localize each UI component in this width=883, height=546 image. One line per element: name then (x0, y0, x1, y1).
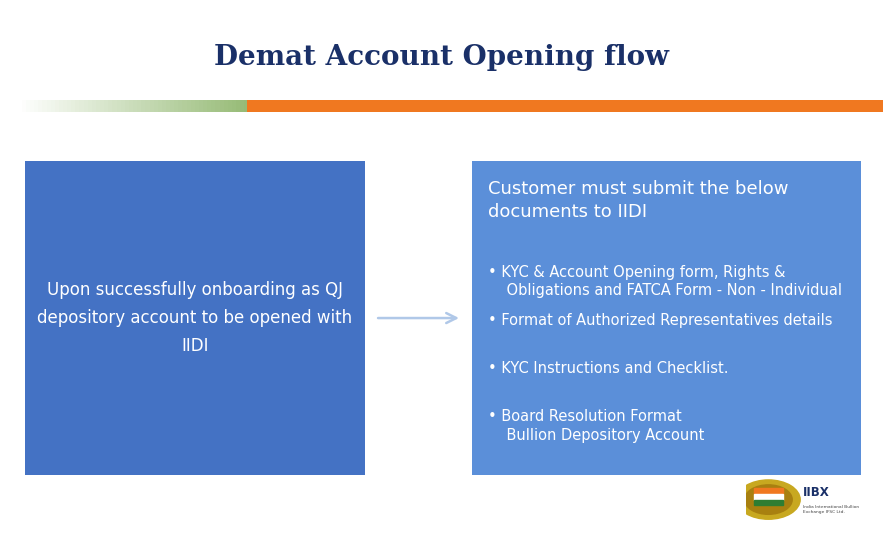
Bar (178, 100, 183, 112)
Bar (223, 100, 228, 112)
Bar (59, 100, 63, 112)
Text: Demat Account Opening flow: Demat Account Opening flow (214, 44, 669, 71)
Bar (208, 100, 211, 112)
Bar (166, 100, 170, 112)
Bar (96, 100, 100, 112)
Bar (146, 100, 149, 112)
Text: India International Bullion
Exchange IFSC Ltd.: India International Bullion Exchange IFS… (804, 505, 859, 514)
Bar (100, 100, 104, 112)
Bar (203, 100, 208, 112)
Bar (232, 100, 236, 112)
Bar (253, 100, 257, 112)
Bar (104, 100, 109, 112)
Bar (240, 100, 245, 112)
Bar (186, 100, 191, 112)
Bar (257, 100, 260, 112)
Bar (247, 100, 883, 112)
Bar (199, 100, 203, 112)
Bar (228, 100, 232, 112)
Bar (195, 100, 199, 112)
Text: • KYC & Account Opening form, Rights &
    Obligations and FATCA Form - Non - In: • KYC & Account Opening form, Rights & O… (488, 265, 842, 299)
Bar (63, 100, 67, 112)
Bar (236, 100, 240, 112)
Bar (211, 100, 215, 112)
Bar (260, 100, 265, 112)
Bar (87, 100, 92, 112)
Bar (22, 100, 26, 112)
Bar (170, 100, 174, 112)
Text: • KYC Instructions and Checklist.: • KYC Instructions and Checklist. (488, 361, 728, 376)
Bar (129, 100, 133, 112)
Bar (84, 100, 87, 112)
Bar (125, 100, 129, 112)
Bar (109, 100, 112, 112)
Bar (215, 100, 220, 112)
Bar (158, 100, 162, 112)
Bar (72, 100, 75, 112)
Bar (121, 100, 125, 112)
Bar (30, 100, 34, 112)
FancyBboxPatch shape (472, 161, 861, 475)
FancyBboxPatch shape (25, 161, 365, 475)
Bar (92, 100, 96, 112)
Bar (18, 100, 22, 112)
Bar (67, 100, 72, 112)
Bar (245, 100, 248, 112)
Bar (220, 100, 223, 112)
Bar (183, 100, 186, 112)
Bar (47, 100, 50, 112)
Bar (133, 100, 137, 112)
Bar (754, 488, 782, 494)
Bar (26, 100, 30, 112)
Bar (112, 100, 117, 112)
Circle shape (744, 485, 792, 514)
Bar (754, 500, 782, 506)
Text: Upon successfully onboarding as QJ
depository account to be opened with
IIDI: Upon successfully onboarding as QJ depos… (37, 281, 352, 355)
Bar (34, 100, 38, 112)
Bar (154, 100, 158, 112)
Bar (149, 100, 154, 112)
Bar (75, 100, 79, 112)
Bar (141, 100, 146, 112)
Bar (248, 100, 253, 112)
Bar (191, 100, 195, 112)
Bar (754, 494, 782, 500)
Bar (137, 100, 141, 112)
Text: IIBX: IIBX (804, 486, 830, 498)
Bar (174, 100, 178, 112)
Bar (117, 100, 121, 112)
Bar (38, 100, 42, 112)
Text: • Board Resolution Format
    Bullion Depository Account: • Board Resolution Format Bullion Deposi… (488, 409, 705, 443)
Text: • Format of Authorized Representatives details: • Format of Authorized Representatives d… (488, 313, 833, 328)
Bar (79, 100, 84, 112)
Bar (50, 100, 55, 112)
Bar (42, 100, 47, 112)
Bar (55, 100, 59, 112)
Circle shape (736, 480, 800, 519)
Bar (162, 100, 166, 112)
Text: Customer must submit the below
documents to IIDI: Customer must submit the below documents… (488, 180, 789, 221)
